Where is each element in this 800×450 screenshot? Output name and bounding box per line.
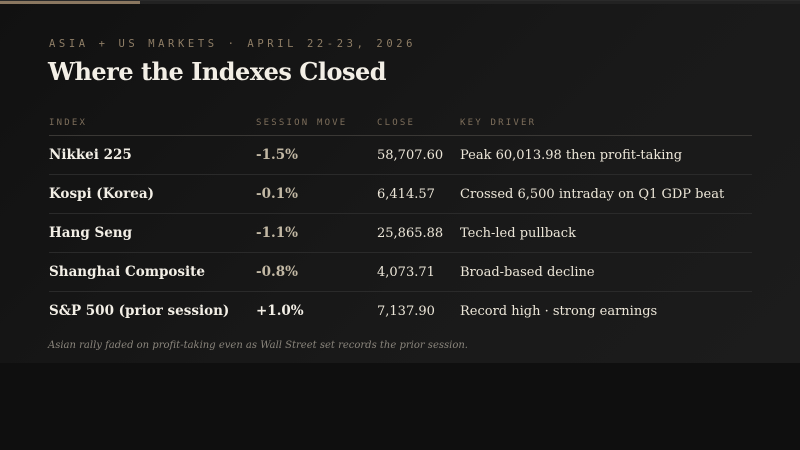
index-name: Hang Seng bbox=[49, 213, 256, 253]
close-value: 25,865.88 bbox=[377, 213, 460, 253]
key-driver: Broad-based decline bbox=[460, 252, 752, 292]
table-row: Shanghai Composite -0.8% 4,073.71 Broad-bas… bbox=[49, 252, 752, 292]
progress-fill bbox=[0, 1, 140, 4]
footnote: Asian rally faded on profit-taking even … bbox=[48, 340, 468, 351]
column-header-index: INDEX bbox=[49, 111, 256, 136]
table-header: INDEX SESSION MOVE CLOSE KEY DRIVER bbox=[49, 111, 752, 136]
table-row: Kospi (Korea) -0.1% 6,414.57 Crossed 6,500 … bbox=[49, 174, 752, 214]
key-driver: Crossed 6,500 intraday on Q1 GDP beat bbox=[460, 174, 752, 214]
progress-bar bbox=[0, 1, 800, 4]
close-value: 6,414.57 bbox=[377, 174, 460, 214]
session-move: -1.5% bbox=[256, 135, 377, 175]
index-name: Nikkei 225 bbox=[49, 135, 256, 175]
page-title: Where the Indexes Closed bbox=[48, 57, 387, 86]
session-move: -1.1% bbox=[256, 213, 377, 253]
session-move: -0.1% bbox=[256, 174, 377, 214]
column-header-close: CLOSE bbox=[377, 111, 460, 136]
close-value: 4,073.71 bbox=[377, 252, 460, 292]
key-driver: Record high · strong earnings bbox=[460, 303, 658, 319]
slide: ASIA + US MARKETS · APRIL 22-23, 2026 Wh… bbox=[0, 0, 800, 363]
close-value: 7,137.90 bbox=[377, 303, 435, 319]
table-row: S&P 500 (prior session) +1.0% 7,137.90 Reco… bbox=[49, 292, 752, 331]
session-move: -0.8% bbox=[256, 252, 377, 292]
index-table: INDEX SESSION MOVE CLOSE KEY DRIVER Nikk… bbox=[49, 111, 752, 330]
column-header-move: SESSION MOVE bbox=[256, 111, 377, 136]
table-row: Hang Seng -1.1% 25,865.88 Tech-led pullback bbox=[49, 213, 752, 253]
column-header-driver: KEY DRIVER bbox=[460, 111, 752, 136]
key-driver: Peak 60,013.98 then profit-taking bbox=[460, 135, 752, 175]
table-row: Nikkei 225 -1.5% 58,707.60 Peak 60,013.98 t… bbox=[49, 135, 752, 175]
index-name: S&P 500 (prior session) bbox=[49, 303, 230, 319]
eyebrow: ASIA + US MARKETS · APRIL 22-23, 2026 bbox=[49, 38, 417, 50]
session-move: +1.0% bbox=[256, 303, 304, 319]
index-name: Kospi (Korea) bbox=[49, 174, 256, 214]
index-name: Shanghai Composite bbox=[49, 252, 256, 292]
key-driver: Tech-led pullback bbox=[460, 213, 752, 253]
close-value: 58,707.60 bbox=[377, 135, 460, 175]
